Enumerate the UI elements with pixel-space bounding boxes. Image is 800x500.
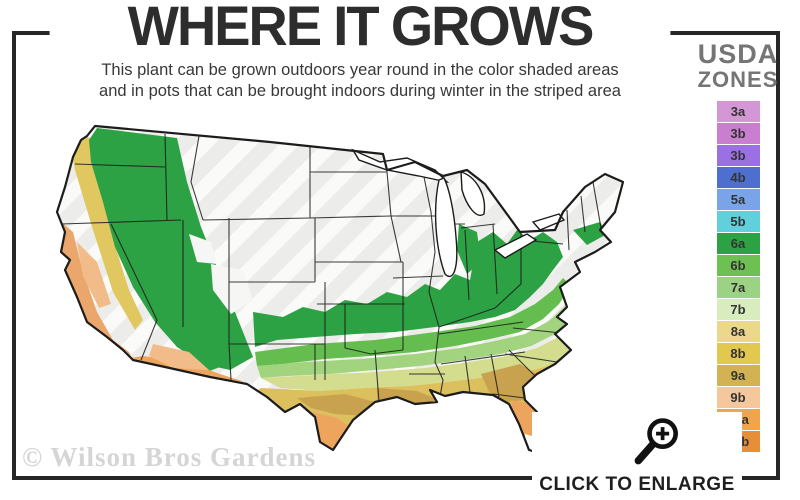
legend-title-line2: ZONES [697, 67, 779, 92]
zone-swatch-7a: 7a [716, 277, 760, 298]
click-to-enlarge-label: CLICK TO ENLARGE [539, 474, 735, 495]
zone-swatch-5a: 5a [716, 189, 760, 210]
zone-swatch-3a: 3a [716, 101, 760, 122]
zone-swatch-3b: 3b [716, 123, 760, 144]
zone-swatch-9b: 9b [716, 387, 760, 408]
state-borders [60, 133, 602, 403]
watermark: © Wilson Bros Gardens [22, 442, 316, 472]
click-to-enlarge-button[interactable]: CLICK TO ENLARGE [532, 412, 742, 498]
legend-zones: 3a3b3b4b5a5b6a6b7a7b8a8b9a9b10a10b [688, 101, 788, 452]
zone-swatch-7b: 7b [716, 299, 760, 320]
page-title: WHERE IT GROWS [49, 0, 671, 56]
subtitle-line2: and in pots that can be brought indoors … [40, 81, 680, 102]
zone-swatch-8a: 8a [716, 321, 760, 342]
us-outline [55, 124, 625, 456]
zone-swatch-9a: 9a [716, 365, 760, 386]
zone-swatch-4b: 4b [716, 167, 760, 188]
subtitle-line1: This plant can be grown outdoors year ro… [40, 60, 680, 81]
zone-swatch-3b: 3b [716, 145, 760, 166]
zone-swatch-5b: 5b [716, 211, 760, 232]
usda-zones-legend: USDA ZONES 3a3b3b4b5a5b6a6b7a7b8a8b9a9b1… [688, 40, 788, 453]
zone-swatch-6a: 6a [716, 233, 760, 254]
zone-swatch-8b: 8b [716, 343, 760, 364]
legend-title-line1: USDA [697, 39, 779, 69]
zone-swatch-6b: 6b [716, 255, 760, 276]
us-zone-map[interactable] [15, 112, 670, 472]
magnifier-plus-icon [634, 418, 678, 465]
